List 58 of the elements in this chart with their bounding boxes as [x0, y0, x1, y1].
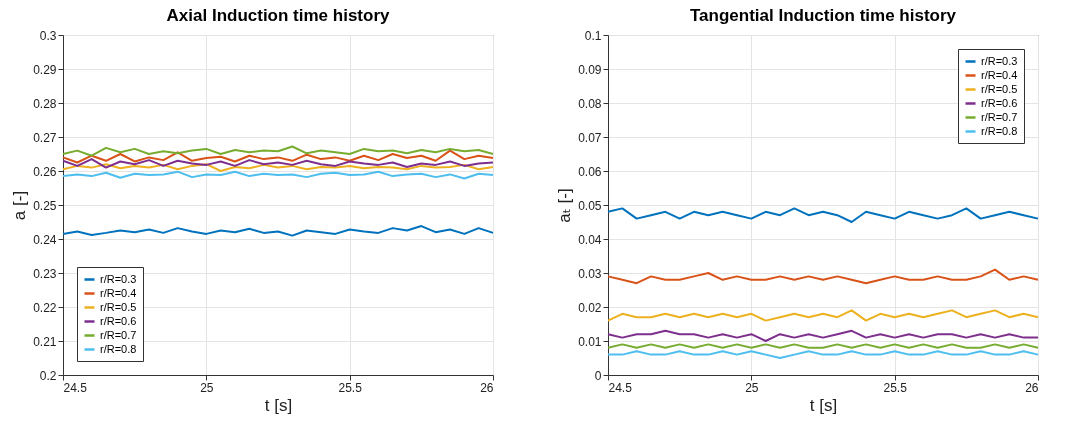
x-tick-label: 25 — [200, 380, 214, 395]
y-tick-label: 0.3 — [39, 28, 57, 43]
line-series — [607, 329, 1039, 342]
y-tick-label: 0.07 — [578, 130, 602, 145]
line-series — [62, 158, 494, 169]
x-tick-label: 25.5 — [883, 380, 908, 395]
x-tick-label: 26 — [1025, 380, 1039, 395]
x-axis-title: t [s] — [264, 395, 293, 415]
x-tick-label: 25 — [745, 380, 759, 395]
line-series — [62, 163, 494, 172]
y-tick-label: 0.09 — [578, 62, 602, 77]
y-tick-label: 0.22 — [33, 300, 57, 315]
y-tick-label: 0.1 — [584, 28, 602, 43]
legend-label: r/R=0.8 — [100, 342, 137, 355]
y-tick-label: 0.08 — [578, 96, 602, 111]
y-tick-label: 0.04 — [578, 232, 602, 247]
legend-label: r/R=0.3 — [100, 272, 137, 285]
line-series — [62, 149, 494, 164]
y-axis-title: aₜ [-] — [555, 188, 575, 223]
y-tick-label: 0.29 — [33, 62, 57, 77]
y-tick-label: 0.26 — [33, 164, 57, 179]
y-tick-label: 0.06 — [578, 164, 602, 179]
legend-label: r/R=0.4 — [981, 68, 1018, 81]
line-series — [607, 207, 1039, 223]
legend-label: r/R=0.3 — [981, 54, 1018, 67]
y-tick-label: 0.24 — [33, 232, 57, 247]
legend-label: r/R=0.7 — [100, 328, 137, 341]
line-series — [62, 225, 494, 237]
line-series — [607, 309, 1039, 322]
y-tick-label: 0.28 — [33, 96, 57, 111]
y-tick-label: 0.01 — [578, 334, 602, 349]
y-tick-label: 0 — [594, 368, 602, 383]
y-axis-title: a [-] — [10, 190, 30, 221]
y-tick-label: 0.21 — [33, 334, 57, 349]
x-axis-title: t [s] — [809, 395, 838, 415]
y-tick-label: 0.05 — [578, 198, 602, 213]
y-tick-label: 0.03 — [578, 266, 602, 281]
x-tick-label: 25.5 — [338, 380, 363, 395]
legend-label: r/R=0.6 — [981, 96, 1018, 109]
y-tick-label: 0.2 — [39, 368, 57, 383]
legend-label: r/R=0.4 — [100, 286, 137, 299]
y-tick-label: 0.27 — [33, 130, 57, 145]
y-tick-label: 0.02 — [578, 300, 602, 315]
line-series — [62, 145, 494, 157]
legend-label: r/R=0.6 — [100, 314, 137, 327]
legend-label: r/R=0.5 — [981, 82, 1018, 95]
chart-title: Axial Induction time history — [166, 6, 390, 25]
line-series — [62, 170, 494, 180]
legend-label: r/R=0.5 — [100, 300, 137, 313]
chart-title: Tangential Induction time history — [689, 6, 957, 25]
legend-label: r/R=0.7 — [981, 110, 1018, 123]
y-tick-label: 0.25 — [33, 198, 57, 213]
x-tick-label: 26 — [480, 380, 494, 395]
legend-label: r/R=0.8 — [981, 124, 1018, 137]
y-tick-label: 0.23 — [33, 266, 57, 281]
line-series — [607, 268, 1039, 285]
x-tick-label: 24.5 — [608, 380, 633, 395]
x-tick-label: 24.5 — [63, 380, 88, 395]
